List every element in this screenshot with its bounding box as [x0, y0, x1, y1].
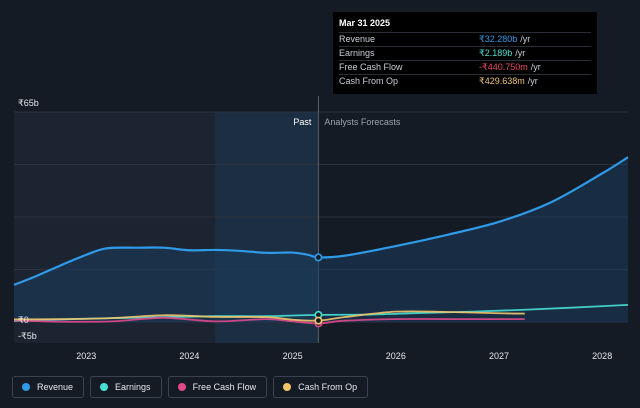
series-line-cash-from-op [13, 310, 525, 322]
tooltip-unit: /yr [527, 76, 538, 86]
y-tick-bottom: -₹5b [18, 331, 37, 341]
x-tick-label: 2027 [489, 351, 509, 361]
legend-dot-icon [22, 383, 30, 391]
past-label: Past [293, 117, 312, 127]
legend-item-cash-from-op[interactable]: Cash From Op [273, 376, 369, 398]
x-tick-label: 2023 [76, 351, 96, 361]
legend-label: Cash From Op [298, 382, 358, 392]
tooltip-date: Mar 31 2025 [339, 18, 391, 28]
tooltip-row-revenue: Revenue ₹32.280b /yr [339, 32, 591, 46]
x-tick-label: 2025 [283, 351, 303, 361]
tooltip-label: Cash From Op [339, 76, 399, 86]
y-tick-top: ₹65b [18, 98, 39, 108]
tooltip-unit: /yr [515, 48, 526, 58]
tooltip-label: Free Cash Flow [339, 62, 403, 72]
tooltip-value: ₹32.280b [479, 34, 518, 44]
x-tick-label: 2028 [592, 351, 612, 361]
tooltip-unit: /yr [530, 62, 541, 72]
legend-dot-icon [283, 383, 292, 391]
legend-label: Earnings [115, 382, 151, 392]
legend-label: Free Cash Flow [192, 382, 257, 392]
series-line-free-cash-flow [13, 316, 525, 325]
tooltip-label: Revenue [339, 34, 376, 44]
legend-label: Revenue [37, 382, 74, 392]
legend-item-free-cash-flow[interactable]: Free Cash Flow [167, 376, 268, 398]
x-tick-label: 2024 [179, 351, 199, 361]
tooltip-value: -₹440.750m [479, 62, 528, 72]
tooltip-unit: /yr [520, 34, 531, 44]
marker-cash-from-op [314, 316, 323, 325]
forecast-label: Analysts Forecasts [324, 117, 401, 127]
legend-dot-icon [177, 383, 186, 391]
tooltip-label: Earnings [339, 48, 375, 58]
y-tick-zero: ₹0 [18, 315, 29, 325]
tooltip-value: ₹2.189b [479, 48, 513, 58]
x-tick-label: 2026 [386, 351, 406, 361]
legend-item-revenue[interactable]: Revenue [12, 376, 85, 398]
tooltip-row-free-cash-flow: Free Cash Flow -₹440.750m /yr [339, 60, 591, 74]
tooltip-row-cash-from-op: Cash From Op ₹429.638m /yr [339, 74, 591, 88]
legend-dot-icon [100, 383, 109, 391]
legend: Revenue Earnings Free Cash Flow Cash Fro… [12, 376, 369, 398]
tooltip-value: ₹429.638m [479, 76, 525, 86]
revenue-area [14, 157, 628, 322]
marker-revenue [314, 253, 323, 262]
revenue-line [13, 156, 629, 286]
legend-item-earnings[interactable]: Earnings [90, 376, 162, 398]
tooltip: Mar 31 2025 Revenue ₹32.280b /yr Earning… [333, 12, 597, 94]
tooltip-row-earnings: Earnings ₹2.189b /yr [339, 46, 591, 60]
